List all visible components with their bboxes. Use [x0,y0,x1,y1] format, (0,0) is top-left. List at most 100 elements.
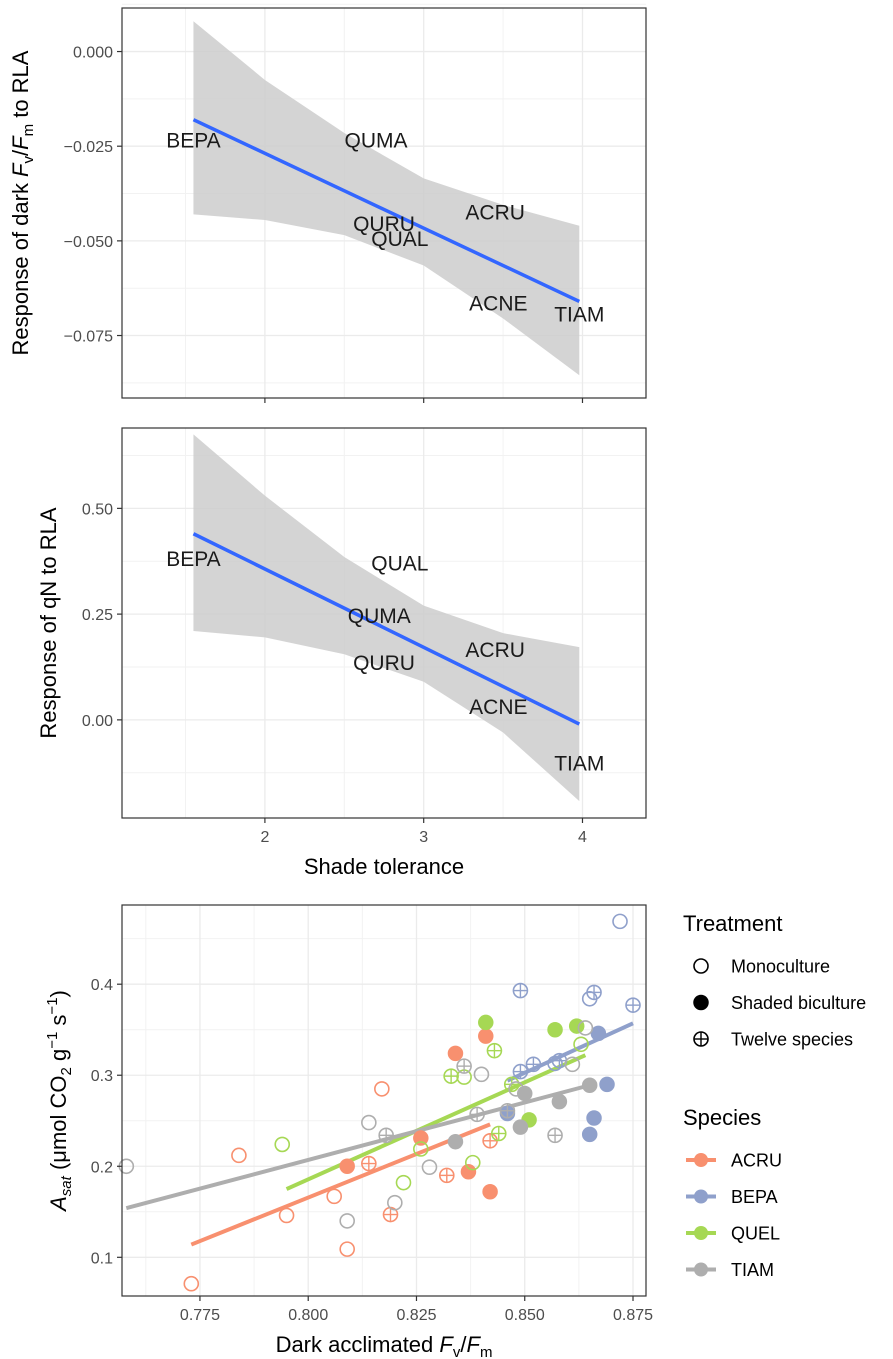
legend-label-species: QUEL [731,1224,780,1244]
data-point-acru-filled [478,1028,494,1044]
species-label-tiam: TIAM [554,752,604,775]
data-point-bepa-cross [512,982,529,999]
species-label-acne: ACNE [469,292,527,315]
data-point-acru-filled [413,1130,429,1146]
x-tick-label: 4 [578,829,587,846]
fit-line-bepa [506,1021,634,1083]
data-point-quel-cross [443,1068,459,1084]
data-point-acru-open [278,1207,295,1224]
fit-line-acru [190,1122,491,1247]
legend-label-species: BEPA [731,1187,778,1207]
data-point-tiam-cross [547,1127,563,1144]
legend-label-treatment: Monoculture [731,957,830,977]
data-point-quel-cross [486,1042,503,1059]
species-label-quma: QUMA [345,130,408,153]
data-point-tiam-open [564,1056,581,1073]
data-point-tiam-open [387,1194,403,1211]
data-point-quel-open [573,1036,589,1053]
data-point-bepa-filled [599,1076,615,1093]
fit-line-quel [285,1053,587,1191]
y-tick-label: −0.025 [64,139,113,156]
species-label-qual: QUAL [371,228,428,251]
legend-key-dot [694,1262,708,1277]
legend-key-dot [694,1153,708,1167]
x-tick-label: 0.850 [505,1307,545,1324]
legend-key-dot [694,1189,708,1204]
species-label-acne: ACNE [469,696,527,719]
y-tick-label: 0.2 [91,1159,113,1176]
regression-line [192,532,581,726]
legend-label-species: ACRU [731,1151,782,1171]
y-tick-label: 0.000 [73,45,113,62]
data-point-tiam-open [361,1114,377,1131]
y-tick-label: 0.50 [82,501,113,518]
regression-line [192,118,581,304]
data-point-acru-filled [460,1163,477,1180]
data-point-quel-open [413,1141,429,1157]
panel-top-axes: 0.000 −0.025 −0.050 −0.075 [64,7,647,403]
y-tick-label: 0.3 [91,1068,113,1085]
data-point-acru-cross [361,1155,377,1172]
panel-middle-plot: BEPA QUAL QUMA ACRU QURU ACNE TIAM [166,434,604,802]
panel-bottom-plot [118,913,641,1292]
data-point-tiam-open [421,1159,438,1175]
panel-middle-axes: 2 3 4 0.50 0.25 0.00 [82,427,647,846]
legend-title-treatment: Treatment [683,911,782,936]
x-tick-label: 3 [419,829,428,846]
data-point-bepa-filled [590,1025,607,1042]
data-point-bepa-cross [586,984,602,1001]
x-tick-label: 2 [260,829,269,846]
species-label-acru: ACRU [465,201,525,224]
data-point-tiam-filled [512,1119,529,1135]
legend-label-treatment: Twelve species [731,1030,853,1050]
species-label-quru: QURU [353,213,415,236]
panel-border [121,7,647,399]
data-point-acru-cross [482,1132,498,1149]
legend: Treatment Monoculture Shaded biculture Twel… [683,911,866,1280]
data-point-tiam-filled [516,1085,533,1102]
data-point-tiam-filled [551,1093,568,1110]
species-label-quma: QUMA [348,605,411,628]
legend-label-treatment: Shaded biculture [731,993,866,1013]
data-point-acru-filled [482,1184,498,1200]
data-point-bepa-cross [512,1063,529,1080]
species-label-quru: QURU [353,652,415,675]
data-point-bepa-cross [551,1052,568,1069]
data-point-quel-open [464,1154,481,1171]
x-tick-label: 0.800 [288,1307,328,1324]
data-point-quel-filled [478,1014,494,1031]
data-point-tiam-cross [499,1102,516,1119]
data-point-quel-open [274,1136,291,1153]
y-tick-label: −0.075 [64,329,113,346]
y-tick-label: 0.25 [82,607,113,624]
species-label-qual: QUAL [371,552,428,575]
panel-bottom-axes: 0.775 0.800 0.825 0.850 0.875 0.1 0.2 0.3 0.4 [91,904,653,1324]
data-point-acru-cross [438,1167,455,1184]
data-point-tiam-cross [469,1106,485,1123]
y-axis-label-top: Response of dark Fv/Fm to RLA [8,50,37,355]
data-point-tiam-cross [456,1058,472,1074]
fit-line-tiam [125,1083,591,1211]
data-point-quel-filled [547,1021,563,1038]
legend-key-cross [693,1031,709,1047]
y-axis-label-middle: Response of qN to RLA [36,507,61,738]
panel-border [121,904,647,1297]
data-point-bepa-filled [586,1110,602,1126]
data-point-tiam-cross [378,1127,394,1144]
data-point-tiam-open [473,1066,490,1083]
legend-key-open [693,958,709,974]
y-tick-label: −0.050 [64,234,113,251]
legend-label-species: TIAM [731,1260,774,1280]
data-point-tiam-filled [581,1077,598,1094]
x-axis-label-middle: Shade tolerance [304,854,464,879]
species-label-tiam: TIAM [554,304,604,327]
data-point-acru-open [231,1147,247,1164]
x-tick-label: 0.825 [396,1307,436,1324]
data-point-quel-open [395,1174,412,1191]
data-point-acru-open [374,1081,390,1097]
data-point-acru-open [183,1275,200,1292]
data-point-tiam-open [577,1020,594,1036]
confidence-band [193,21,580,376]
data-point-acru-filled [339,1158,355,1175]
